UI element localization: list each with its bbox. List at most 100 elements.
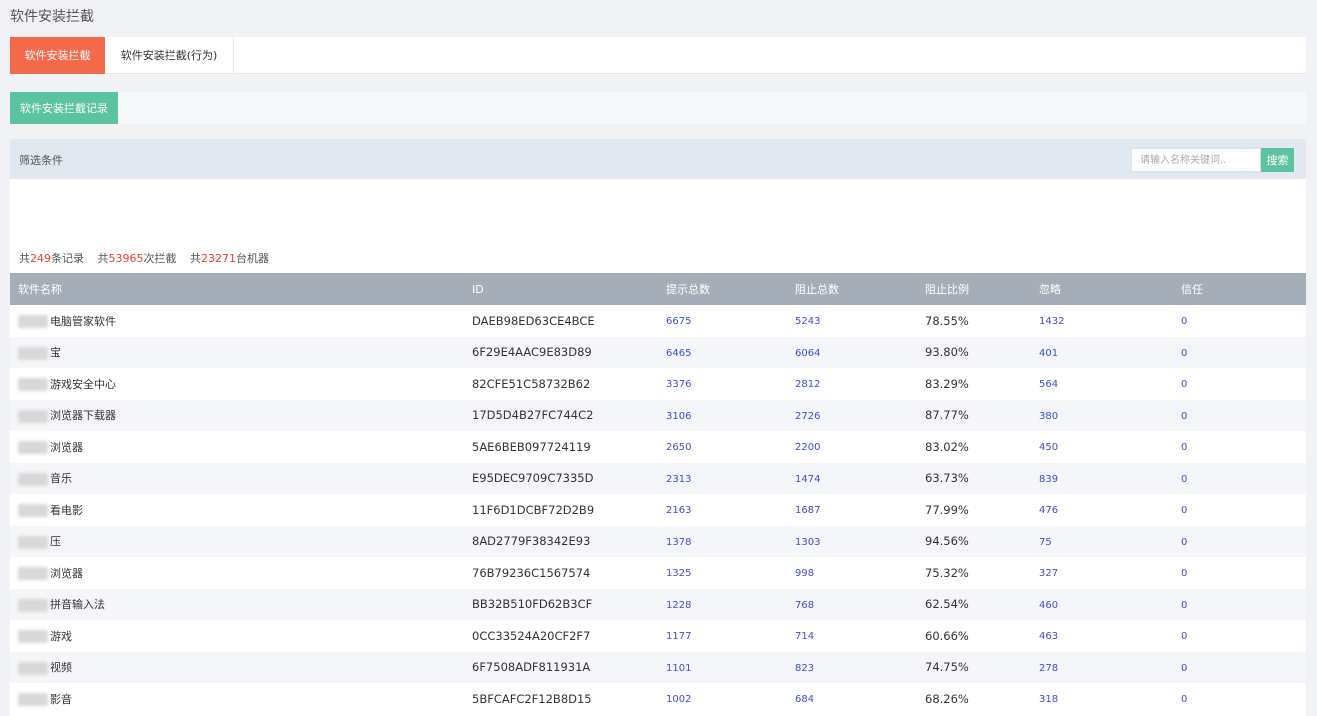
trust-cell: 0 (1173, 589, 1306, 621)
column-header-block-ratio[interactable]: 阻止比例 (925, 283, 969, 296)
block-total-link[interactable]: 823 (795, 662, 815, 674)
prompt-total-link[interactable]: 2163 (666, 505, 692, 517)
software-name: 游戏安全中心 (50, 377, 116, 391)
ignore-link[interactable]: 450 (1039, 442, 1059, 454)
block-ratio: 87.77% (925, 408, 969, 423)
ignore-link[interactable]: 401 (1039, 347, 1059, 359)
trust-link[interactable]: 0 (1181, 473, 1188, 485)
software-id: 76B79236C1567574 (472, 565, 591, 580)
block-total-link[interactable]: 2726 (795, 410, 821, 422)
prompt-total-cell: 6675 (658, 305, 787, 337)
software-name: 视频 (50, 661, 72, 675)
ignore-link[interactable]: 327 (1039, 568, 1059, 580)
prompt-total-link[interactable]: 3376 (666, 379, 692, 391)
block-total-cell: 1687 (787, 494, 917, 526)
block-ratio: 60.66% (925, 628, 969, 643)
summary-suffix: 次拦截 (143, 252, 177, 265)
block-total-link[interactable]: 768 (795, 599, 815, 611)
prompt-total-link[interactable]: 1325 (666, 568, 692, 580)
prompt-total-link[interactable]: 6675 (666, 316, 692, 328)
trust-link[interactable]: 0 (1181, 410, 1188, 422)
trust-link[interactable]: 0 (1181, 505, 1188, 517)
ignore-link[interactable]: 460 (1039, 599, 1059, 611)
ignore-link[interactable]: 318 (1039, 694, 1059, 706)
trust-link[interactable]: 0 (1181, 347, 1188, 359)
trust-link[interactable]: 0 (1181, 536, 1188, 548)
block-ratio: 77.99% (925, 502, 969, 517)
software-id: DAEB98ED63CE4BCE (472, 313, 595, 328)
block-total-link[interactable]: 5243 (795, 316, 821, 328)
software-name-cell: 电脑管家软件 (10, 305, 464, 337)
block-total-link[interactable]: 684 (795, 694, 815, 706)
ignore-link[interactable]: 1432 (1039, 316, 1065, 328)
ignore-link[interactable]: 380 (1039, 410, 1059, 422)
trust-link[interactable]: 0 (1181, 442, 1188, 454)
table-row: 压 8AD2779F38342E93 1378 1303 94.56% 75 0 (10, 525, 1306, 558)
prompt-total-link[interactable]: 2313 (666, 473, 692, 485)
block-total-link[interactable]: 998 (795, 568, 815, 580)
block-total-link[interactable]: 6064 (795, 347, 821, 359)
prompt-total-link[interactable]: 2650 (666, 442, 692, 454)
trust-link[interactable]: 0 (1181, 599, 1188, 611)
redacted-icon (18, 378, 48, 392)
search-input[interactable] (1131, 148, 1261, 172)
ignore-cell: 450 (1031, 431, 1173, 463)
trust-link[interactable]: 0 (1181, 631, 1188, 643)
block-ratio: 68.26% (925, 691, 969, 706)
table-row: 游戏安全中心 82CFE51C58732B62 3376 2812 83.29% 564 0 (10, 368, 1306, 400)
column-header-ignore[interactable]: 忽略 (1039, 283, 1061, 296)
tab-software-install-intercept-behavior[interactable]: 软件安装拦截(行为) (105, 37, 234, 74)
prompt-total-link[interactable]: 1177 (666, 631, 692, 643)
prompt-total-cell: 3376 (658, 368, 787, 400)
intercept-count: 53965 (108, 252, 144, 265)
trust-link[interactable]: 0 (1181, 568, 1188, 580)
ignore-link[interactable]: 75 (1039, 536, 1052, 548)
tab-software-install-intercept[interactable]: 软件安装拦截 (10, 37, 105, 74)
block-total-link[interactable]: 1303 (795, 536, 821, 548)
prompt-total-link[interactable]: 6465 (666, 347, 692, 359)
ignore-link[interactable]: 476 (1039, 505, 1059, 517)
block-total-link[interactable]: 1687 (795, 505, 821, 517)
software-id: BB32B510FD62B3CF (472, 597, 593, 612)
block-total-link[interactable]: 2812 (795, 379, 821, 391)
ignore-link[interactable]: 564 (1039, 379, 1059, 391)
prompt-total-link[interactable]: 1002 (666, 694, 692, 706)
ignore-link[interactable]: 278 (1039, 662, 1059, 674)
trust-link[interactable]: 0 (1181, 379, 1188, 391)
ignore-cell: 75 (1031, 526, 1173, 558)
trust-cell: 0 (1173, 683, 1306, 715)
intercept-records-button[interactable]: 软件安装拦截记录 (10, 92, 118, 124)
column-header-id[interactable]: ID (472, 282, 484, 296)
column-header-software-name[interactable]: 软件名称 (18, 283, 62, 296)
block-total-link[interactable]: 1474 (795, 473, 821, 485)
column-header-trust[interactable]: 信任 (1181, 283, 1203, 296)
prompt-total-link[interactable]: 1228 (666, 599, 692, 611)
trust-link[interactable]: 0 (1181, 694, 1188, 706)
software-name-cell: 游戏安全中心 (10, 368, 464, 400)
prompt-total-link[interactable]: 1101 (666, 662, 692, 674)
block-total-link[interactable]: 714 (795, 631, 815, 643)
trust-link[interactable]: 0 (1181, 316, 1188, 328)
block-total-cell: 714 (787, 620, 917, 652)
redacted-icon (18, 630, 48, 644)
prompt-total-link[interactable]: 3106 (666, 410, 692, 422)
table-row: 游戏 0CC33524A20CF2F7 1177 714 60.66% 463 0 (10, 620, 1306, 652)
software-id: 6F29E4AAC9E83D89 (472, 345, 592, 360)
software-id: 82CFE51C58732B62 (472, 376, 591, 391)
summary-suffix: 条记录 (51, 252, 84, 265)
table-body: 电脑管家软件 DAEB98ED63CE4BCE 6675 5243 78.55% 1432… (10, 305, 1306, 715)
ignore-link[interactable]: 839 (1039, 473, 1059, 485)
prompt-total-cell: 1101 (658, 652, 787, 684)
prompt-total-link[interactable]: 1378 (666, 536, 692, 548)
ignore-link[interactable]: 463 (1039, 631, 1059, 643)
prompt-total-cell: 1228 (658, 589, 787, 621)
block-total-link[interactable]: 2200 (795, 442, 821, 454)
table-header-row: 软件名称 ID 提示总数 阻止总数 阻止比例 忽略 信任 (10, 273, 1306, 305)
record-count: 249 (30, 252, 51, 265)
column-header-block-total[interactable]: 阻止总数 (795, 283, 839, 296)
table-row: 影音 5BFCAFC2F12B8D15 1002 684 68.26% 318 0 (10, 683, 1306, 715)
search-button[interactable]: 搜索 (1261, 148, 1294, 172)
redacted-icon (18, 567, 48, 581)
trust-link[interactable]: 0 (1181, 662, 1188, 674)
column-header-prompt-total[interactable]: 提示总数 (666, 283, 710, 296)
